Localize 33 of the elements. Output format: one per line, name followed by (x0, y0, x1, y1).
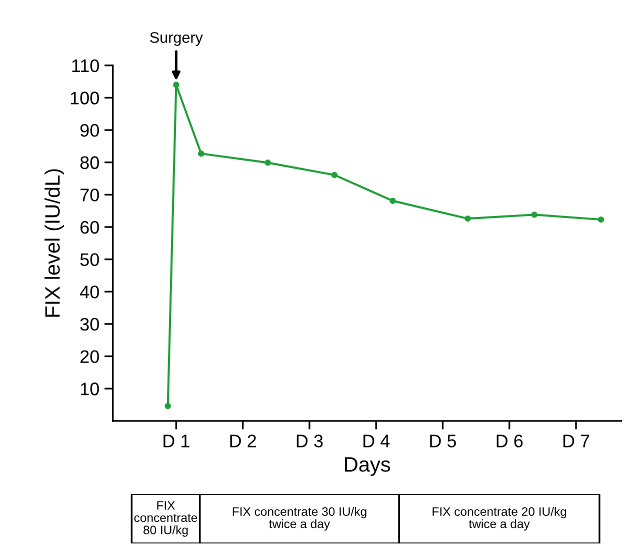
point (164, 402, 171, 410)
y-tick-label: 10 (80, 382, 99, 396)
y-tick-label: 80 (80, 156, 99, 170)
point (390, 198, 396, 204)
y-axis-title: FIX level (IU/dL) (44, 169, 64, 317)
x-axis-title: Days (345, 457, 390, 476)
y-tick-label: 20 (80, 350, 99, 364)
x-tick-label: D 5 (430, 434, 456, 448)
text: FIX concentrate 30 IU/kg twice a day (232, 506, 366, 531)
annotation: Surgery (150, 32, 203, 46)
point (331, 172, 338, 178)
y-tick-label: 40 (80, 286, 99, 298)
x-tick-label: D 7 (563, 434, 590, 448)
y-tick-label: 110 (72, 59, 99, 72)
text: FIX concentrate 80 IU/kg (134, 501, 198, 537)
point (464, 215, 471, 222)
y-tick-label: 30 (80, 318, 99, 331)
point (264, 160, 271, 166)
x-tick-label: D 3 (296, 434, 323, 448)
point (198, 150, 204, 157)
x-tick-label: D 6 (496, 434, 523, 448)
x-tick-label: D 2 (230, 434, 256, 448)
y-tick-label: 100 (70, 92, 99, 104)
y-tick-label: 90 (80, 124, 99, 137)
point (531, 212, 538, 218)
y-tick-label: 60 (80, 220, 99, 234)
text: FIX concentrate 20 IU/kg twice a day (432, 506, 566, 531)
x-tick-label: D 4 (364, 434, 390, 448)
y-tick-label: 70 (80, 188, 99, 202)
y-tick-label: 50 (80, 253, 99, 266)
point (173, 82, 180, 88)
x-tick-label: D 1 (164, 434, 190, 448)
point (598, 216, 604, 223)
